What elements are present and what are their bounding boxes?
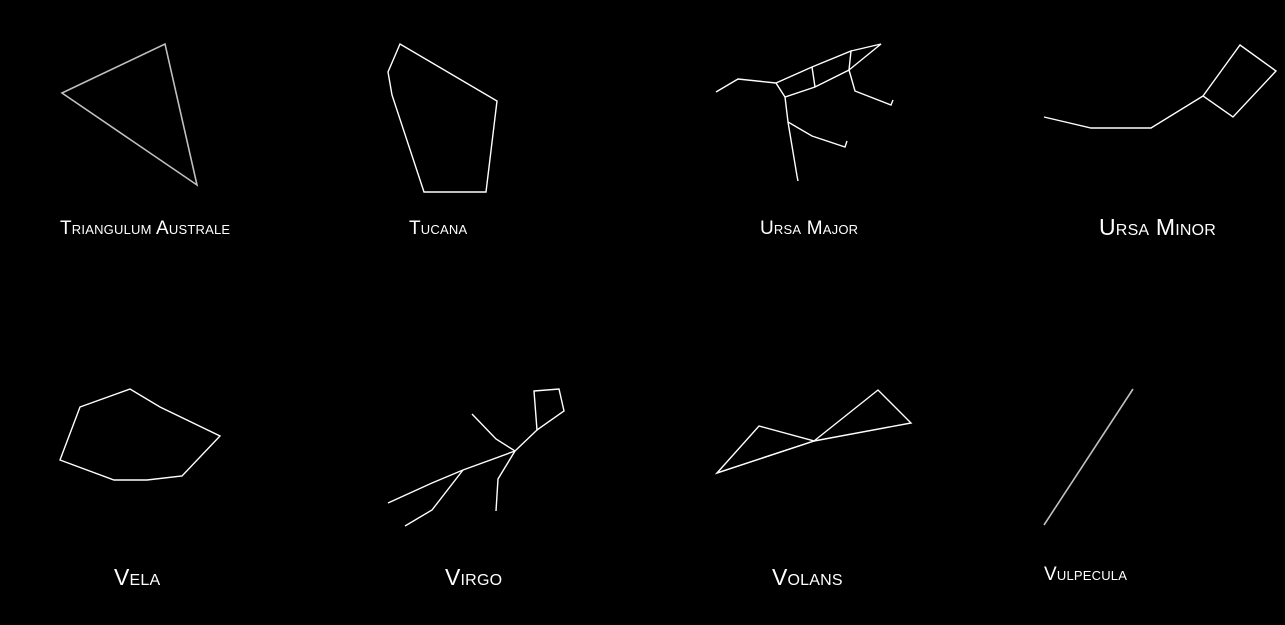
- label-ursa-minor: Ursa Minor: [1099, 214, 1217, 240]
- volans-wing: [813, 389, 913, 442]
- ursa-minor-bowl: [1202, 44, 1278, 118]
- ursa-major-hind-leg-a: [784, 96, 848, 148]
- label-virgo: Virgo: [445, 564, 503, 590]
- label-tucana: Tucana: [409, 218, 468, 239]
- virgo-arm: [471, 413, 516, 452]
- ursa-major-rib-1: [811, 66, 816, 88]
- ursa-major-handle: [715, 78, 777, 93]
- ursa-minor-handle: [1043, 95, 1204, 129]
- ursa-major-front-leg: [848, 69, 894, 106]
- label-ursa-major: Ursa Major: [760, 218, 859, 239]
- ursa-major-head: [848, 43, 882, 71]
- tucana-outline: [387, 42, 498, 193]
- label-vela: Vela: [114, 564, 161, 590]
- virgo-leg: [495, 450, 516, 512]
- ursa-major-hind-leg-b: [787, 121, 799, 182]
- virgo-neck: [514, 429, 538, 452]
- label-volans: Volans: [772, 564, 843, 590]
- volans-spine: [716, 440, 815, 474]
- virgo-body: [387, 450, 516, 504]
- label-vulpecula: Vulpecula: [1044, 564, 1128, 585]
- vela-outline: [59, 388, 222, 481]
- vulpecula-line: [1043, 388, 1134, 526]
- virgo-tail: [404, 469, 464, 527]
- triangulum-australe-outline: [60, 42, 199, 187]
- label-triangulum-australe: Triangulum Australe: [60, 218, 231, 239]
- virgo-head: [533, 388, 565, 432]
